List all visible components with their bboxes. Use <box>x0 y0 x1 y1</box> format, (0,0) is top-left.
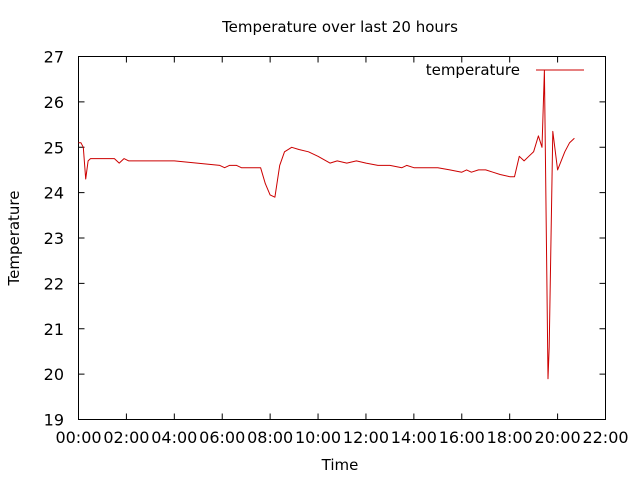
x-tick-label: 20:00 <box>535 428 581 447</box>
y-tick-label: 21 <box>44 320 64 339</box>
x-tick-label: 00:00 <box>55 428 101 447</box>
x-tick-label: 18:00 <box>487 428 533 447</box>
legend: temperature <box>426 61 584 79</box>
x-tick-label: 06:00 <box>199 428 245 447</box>
y-axis: 19 20 21 22 23 24 25 26 27 <box>44 48 606 430</box>
y-tick-label: 22 <box>44 274 64 293</box>
y-tick-label: 25 <box>44 138 64 157</box>
x-tick-label: 08:00 <box>247 428 293 447</box>
y-tick-label: 27 <box>44 48 64 67</box>
x-axis-label: Time <box>321 456 359 474</box>
y-tick-label: 26 <box>44 93 64 112</box>
x-tick-label: 10:00 <box>295 428 341 447</box>
y-tick-label: 23 <box>44 229 64 248</box>
legend-label-temperature: temperature <box>426 61 520 79</box>
y-tick-label: 24 <box>44 184 64 203</box>
x-tick-label: 14:00 <box>391 428 437 447</box>
y-tick-label: 20 <box>44 365 64 384</box>
x-tick-label: 04:00 <box>151 428 197 447</box>
series-line-temperature <box>78 69 575 380</box>
x-tick-label: 12:00 <box>343 428 389 447</box>
x-tick-label: 02:00 <box>103 428 149 447</box>
y-tick-label: 19 <box>44 411 64 430</box>
x-tick-label: 16:00 <box>439 428 485 447</box>
chart-title: Temperature over last 20 hours <box>221 18 458 36</box>
plot-frame <box>78 56 606 420</box>
y-axis-label: Temperature <box>5 190 23 286</box>
series-layer <box>78 69 575 380</box>
x-tick-label: 22:00 <box>582 428 628 447</box>
x-axis: 00:00 02:00 04:00 06:00 08:00 10:00 12:00 14:00… <box>55 56 629 447</box>
